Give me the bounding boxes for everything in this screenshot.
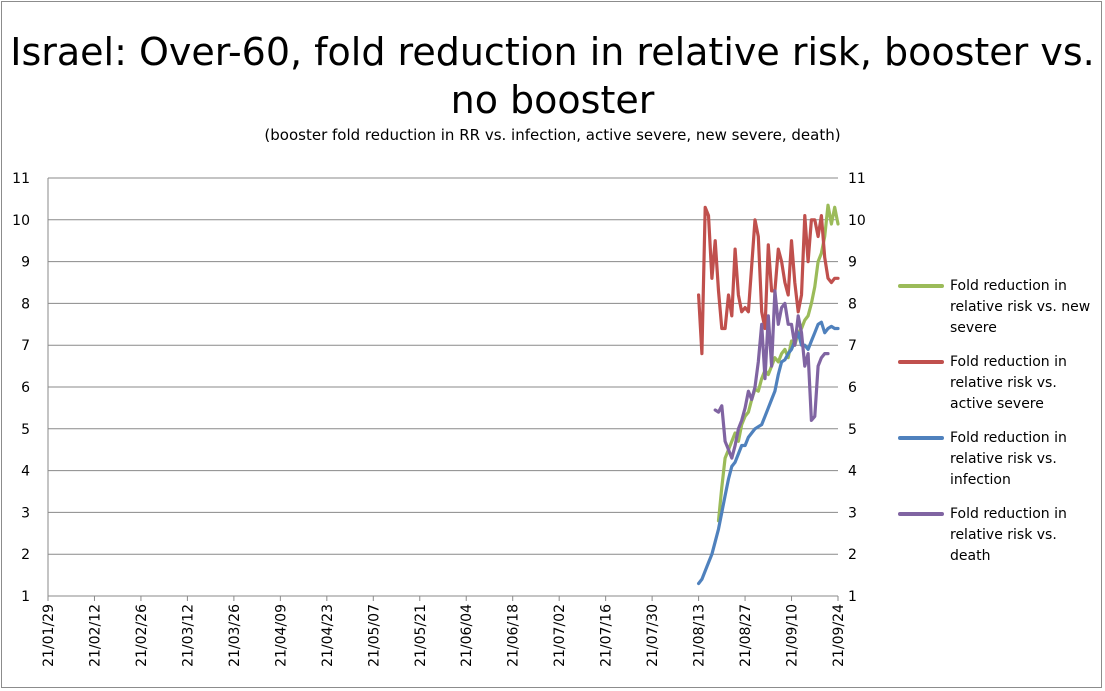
y-axis-left-ticks: 1 2 3 4 5 6 7 8 9 10 11	[12, 171, 30, 605]
y-tick-label-right: 7	[848, 338, 857, 354]
x-tick-label: 21/01/29	[41, 604, 57, 667]
x-tick-label: 21/09/24	[831, 604, 847, 667]
y-tick-label-right: 1	[848, 589, 857, 605]
x-tick-label: 21/05/21	[413, 604, 429, 667]
x-tick-label: 21/03/12	[180, 604, 196, 667]
legend-swatch	[898, 284, 944, 288]
y-tick-label-left: 9	[21, 255, 30, 271]
x-tick-label: 21/07/16	[599, 604, 615, 667]
x-tick-label: 21/06/04	[459, 604, 475, 667]
x-tick-label: 21/07/02	[552, 604, 568, 667]
y-tick-label-left: 7	[21, 338, 30, 354]
chart-subtitle: (booster fold reduction in RR vs. infect…	[264, 126, 841, 144]
x-tick-label: 21/04/09	[273, 604, 289, 667]
x-tick-label: 21/02/12	[87, 604, 103, 667]
y-tick-label-right: 3	[848, 505, 857, 521]
y-tick-label-left: 3	[21, 505, 30, 521]
gridlines	[48, 177, 838, 555]
y-tick-label-left: 8	[21, 296, 30, 312]
y-tick-label-right: 5	[848, 422, 857, 438]
series-line-1	[716, 203, 840, 523]
y-tick-label-right: 8	[848, 296, 857, 312]
legend-swatch	[898, 512, 944, 516]
x-tick-label: 21/06/18	[506, 604, 522, 667]
y-tick-label-left: 11	[12, 171, 30, 187]
x-tick-label: 21/08/27	[738, 604, 754, 667]
series-line-4	[713, 289, 830, 460]
x-tick-label: 21/05/07	[366, 604, 382, 667]
chart-title: Israel: Over-60, fold reduction in relat…	[10, 30, 1095, 122]
x-tick-label: 21/09/10	[785, 604, 801, 667]
x-tick-label: 21/03/26	[227, 604, 243, 667]
y-tick-label-left: 4	[21, 464, 30, 480]
legend-label: Fold reduction in relative risk vs. infe…	[950, 430, 1067, 488]
y-tick-label-left: 6	[21, 380, 30, 396]
x-tick-label: 21/07/30	[645, 604, 661, 667]
y-tick-label-right: 9	[848, 255, 857, 271]
y-tick-label-right: 11	[848, 171, 866, 187]
y-tick-label-right: 4	[848, 464, 857, 480]
legend-label: Fold reduction in relative risk vs. deat…	[950, 506, 1067, 564]
y-tick-label-left: 1	[21, 589, 30, 605]
legend-label: Fold reduction in relative risk vs. new …	[950, 278, 1091, 336]
y-tick-label-left: 2	[21, 547, 30, 563]
x-tick-label: 21/02/26	[134, 604, 150, 667]
series-line-3	[696, 320, 840, 586]
series-line-2	[696, 205, 840, 356]
y-tick-label-right: 10	[848, 213, 866, 229]
y-tick-label-left: 10	[12, 213, 30, 229]
x-tick-label: 21/08/13	[692, 604, 708, 667]
legend-swatch	[898, 436, 944, 440]
x-axis-ticks: 21/01/29 21/02/12 21/02/26 21/03/12 21/03/26…	[41, 604, 847, 667]
series-lines	[696, 203, 840, 586]
axes	[47, 178, 839, 601]
y-tick-label-right: 2	[848, 547, 857, 563]
x-tick-label: 21/04/23	[320, 604, 336, 667]
y-axis-right-ticks: 1 2 3 4 5 6 7 8 9 10 11	[848, 171, 866, 605]
legend-label: Fold reduction in relative risk vs. acti…	[950, 354, 1067, 412]
y-tick-label-left: 5	[21, 422, 30, 438]
legend-swatch	[898, 360, 944, 364]
y-tick-label-right: 6	[848, 380, 857, 396]
